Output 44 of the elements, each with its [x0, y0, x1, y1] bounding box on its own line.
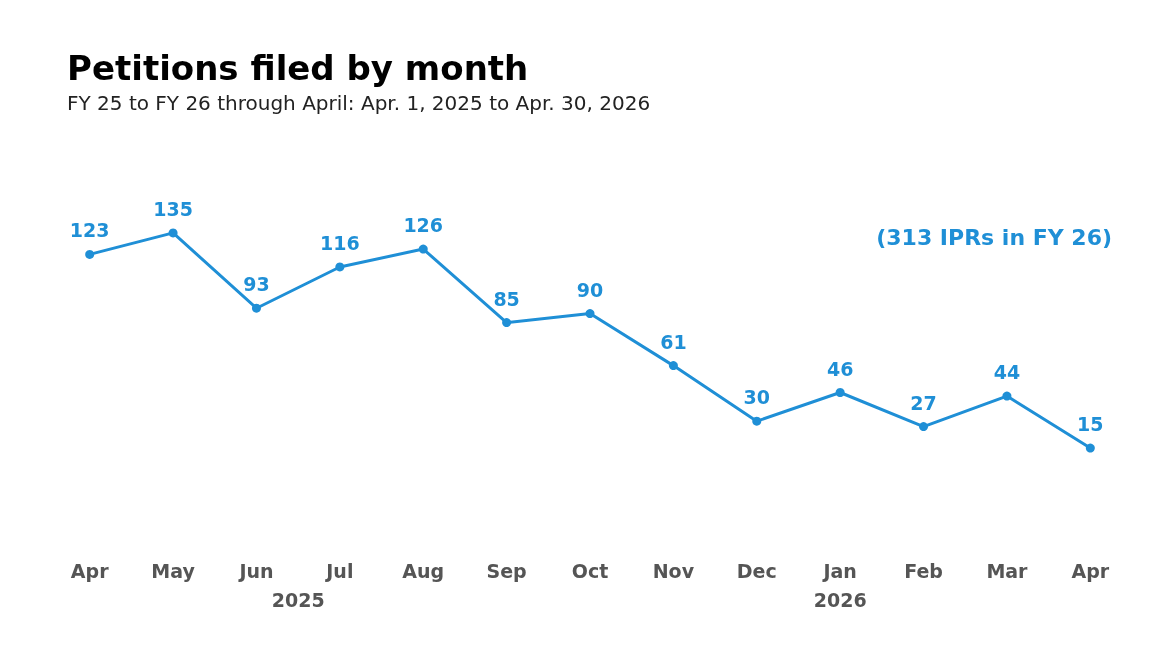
- point: [919, 422, 929, 432]
- data-label: 46: [826, 357, 854, 380]
- x-tick-label: May: [151, 559, 196, 582]
- point: [335, 262, 345, 272]
- data-label: 30: [743, 386, 770, 409]
- x-tick-label: Jan: [821, 559, 857, 582]
- x-tick-label: Oct: [571, 559, 609, 582]
- x-tick-label: Dec: [736, 559, 777, 582]
- point: [835, 388, 845, 397]
- data-label: 126: [403, 214, 444, 237]
- chart-title: Petitions filed by month: [67, 48, 529, 88]
- x-tick-label: Jun: [237, 559, 274, 582]
- point: [502, 318, 512, 328]
- data-label: 44: [993, 361, 1021, 384]
- point: [752, 416, 762, 426]
- x-tick-label: Feb: [904, 559, 943, 582]
- point: [585, 309, 595, 319]
- data-label: 61: [660, 330, 687, 353]
- x-tick-label: Mar: [986, 559, 1029, 582]
- annotation: (313 IPRs in FY 26): [876, 224, 1113, 250]
- data-label: 27: [910, 391, 937, 414]
- data-label: 85: [493, 287, 520, 310]
- data-label: 90: [576, 278, 604, 301]
- point: [1085, 443, 1095, 453]
- x-tick-label: Sep: [486, 559, 527, 582]
- chart-subtitle: FY 25 to FY 26 through April: Apr. 1, 2025 to Apr. 30, 2026: [67, 91, 651, 115]
- point: [418, 244, 428, 254]
- point: [1002, 391, 1012, 401]
- text: 2025: [271, 588, 325, 611]
- x-tick-label: Apr: [70, 559, 110, 582]
- text: 2026: [813, 588, 867, 611]
- point: [85, 249, 95, 259]
- point: [251, 303, 261, 313]
- x-tick-label: Apr: [1071, 559, 1110, 582]
- data-label: 116: [320, 231, 360, 254]
- x-tick-label: Nov: [652, 559, 695, 582]
- x-tick-label: Jul: [324, 559, 354, 582]
- data-label: 93: [243, 273, 270, 296]
- point: [168, 228, 178, 238]
- data-label: 135: [153, 197, 193, 220]
- x-tick-label: Aug: [402, 559, 445, 582]
- point: [668, 361, 678, 371]
- data-label: 123: [69, 219, 110, 242]
- data-label: 15: [1077, 413, 1104, 436]
